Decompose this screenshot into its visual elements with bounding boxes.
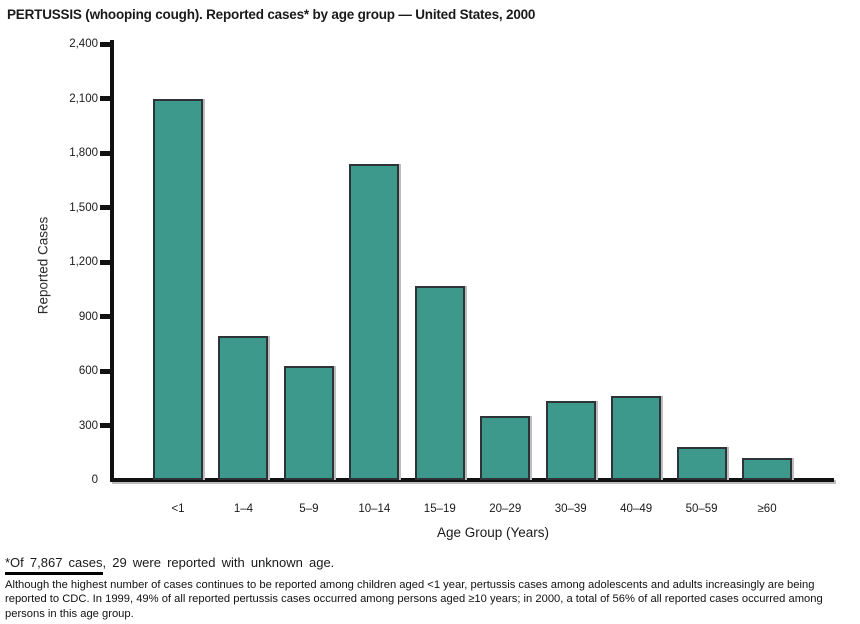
y-tick <box>100 423 110 428</box>
y-tick <box>100 368 110 374</box>
y-tick <box>100 41 110 47</box>
y-tick-label: 2,100 <box>69 92 98 105</box>
footnote-paragraph-line: persons in this age group. <box>5 607 134 620</box>
y-tick-label: 2,400 <box>69 38 98 50</box>
x-tick-label: 40–49 <box>620 503 653 515</box>
footnote-underlined-text: *Of 7,867 cases <box>5 555 103 575</box>
y-tick-label: 300 <box>78 419 98 432</box>
footnote-rest-text: , 29 were reported with unknown age. <box>102 555 335 570</box>
y-tick-label: 0 <box>91 474 98 486</box>
x-axis-title: Age Group (Years) <box>436 525 550 540</box>
y-tick <box>100 314 110 319</box>
y-tick <box>100 205 110 210</box>
y-tick-label: 600 <box>78 365 98 377</box>
chart-title: PERTUSSIS (whooping cough). Reported cas… <box>7 7 536 22</box>
x-tick-label: 30–39 <box>554 503 587 515</box>
x-tick-label: <1 <box>171 503 185 515</box>
bar-20–29 <box>480 416 531 480</box>
footnote-paragraph-line: Although the highest number of cases con… <box>5 579 815 591</box>
footnote-cases: *Of 7,867 cases, 29 were reported with u… <box>5 555 334 575</box>
bar-30–39 <box>545 400 596 480</box>
x-tick-label: ≥60 <box>757 503 777 515</box>
y-tick <box>100 150 110 156</box>
x-tick-label: 5–9 <box>299 503 319 515</box>
y-tick-label: 1,800 <box>69 147 98 159</box>
x-tick-label: 10–14 <box>358 503 391 515</box>
bar-<1 <box>153 98 203 480</box>
x-tick-label: 1–4 <box>233 503 254 515</box>
y-tick-label: 1,200 <box>69 256 98 268</box>
x-axis-line <box>110 478 834 482</box>
y-tick <box>100 96 110 101</box>
bar-10–14 <box>349 163 400 480</box>
x-tick-label: 20–29 <box>489 503 522 515</box>
x-tick-label: 50–59 <box>685 503 718 515</box>
bar-≥60 <box>742 458 793 480</box>
footnote-paragraph: Although the highest number of cases con… <box>5 578 858 621</box>
bar-40–49 <box>611 395 662 480</box>
y-tick-label: 1,500 <box>69 201 98 214</box>
y-tick <box>100 259 110 265</box>
x-tick-label: 15–19 <box>423 503 456 515</box>
bar-5–9 <box>283 366 334 480</box>
y-tick-label: 900 <box>78 310 98 323</box>
bar-50–59 <box>676 447 727 480</box>
footnote-paragraph-line: reported to CDC. In 1999, 49% of all rep… <box>5 593 823 606</box>
bar-15–19 <box>414 285 465 480</box>
y-axis-line <box>110 40 114 482</box>
bar-1–4 <box>218 336 269 480</box>
